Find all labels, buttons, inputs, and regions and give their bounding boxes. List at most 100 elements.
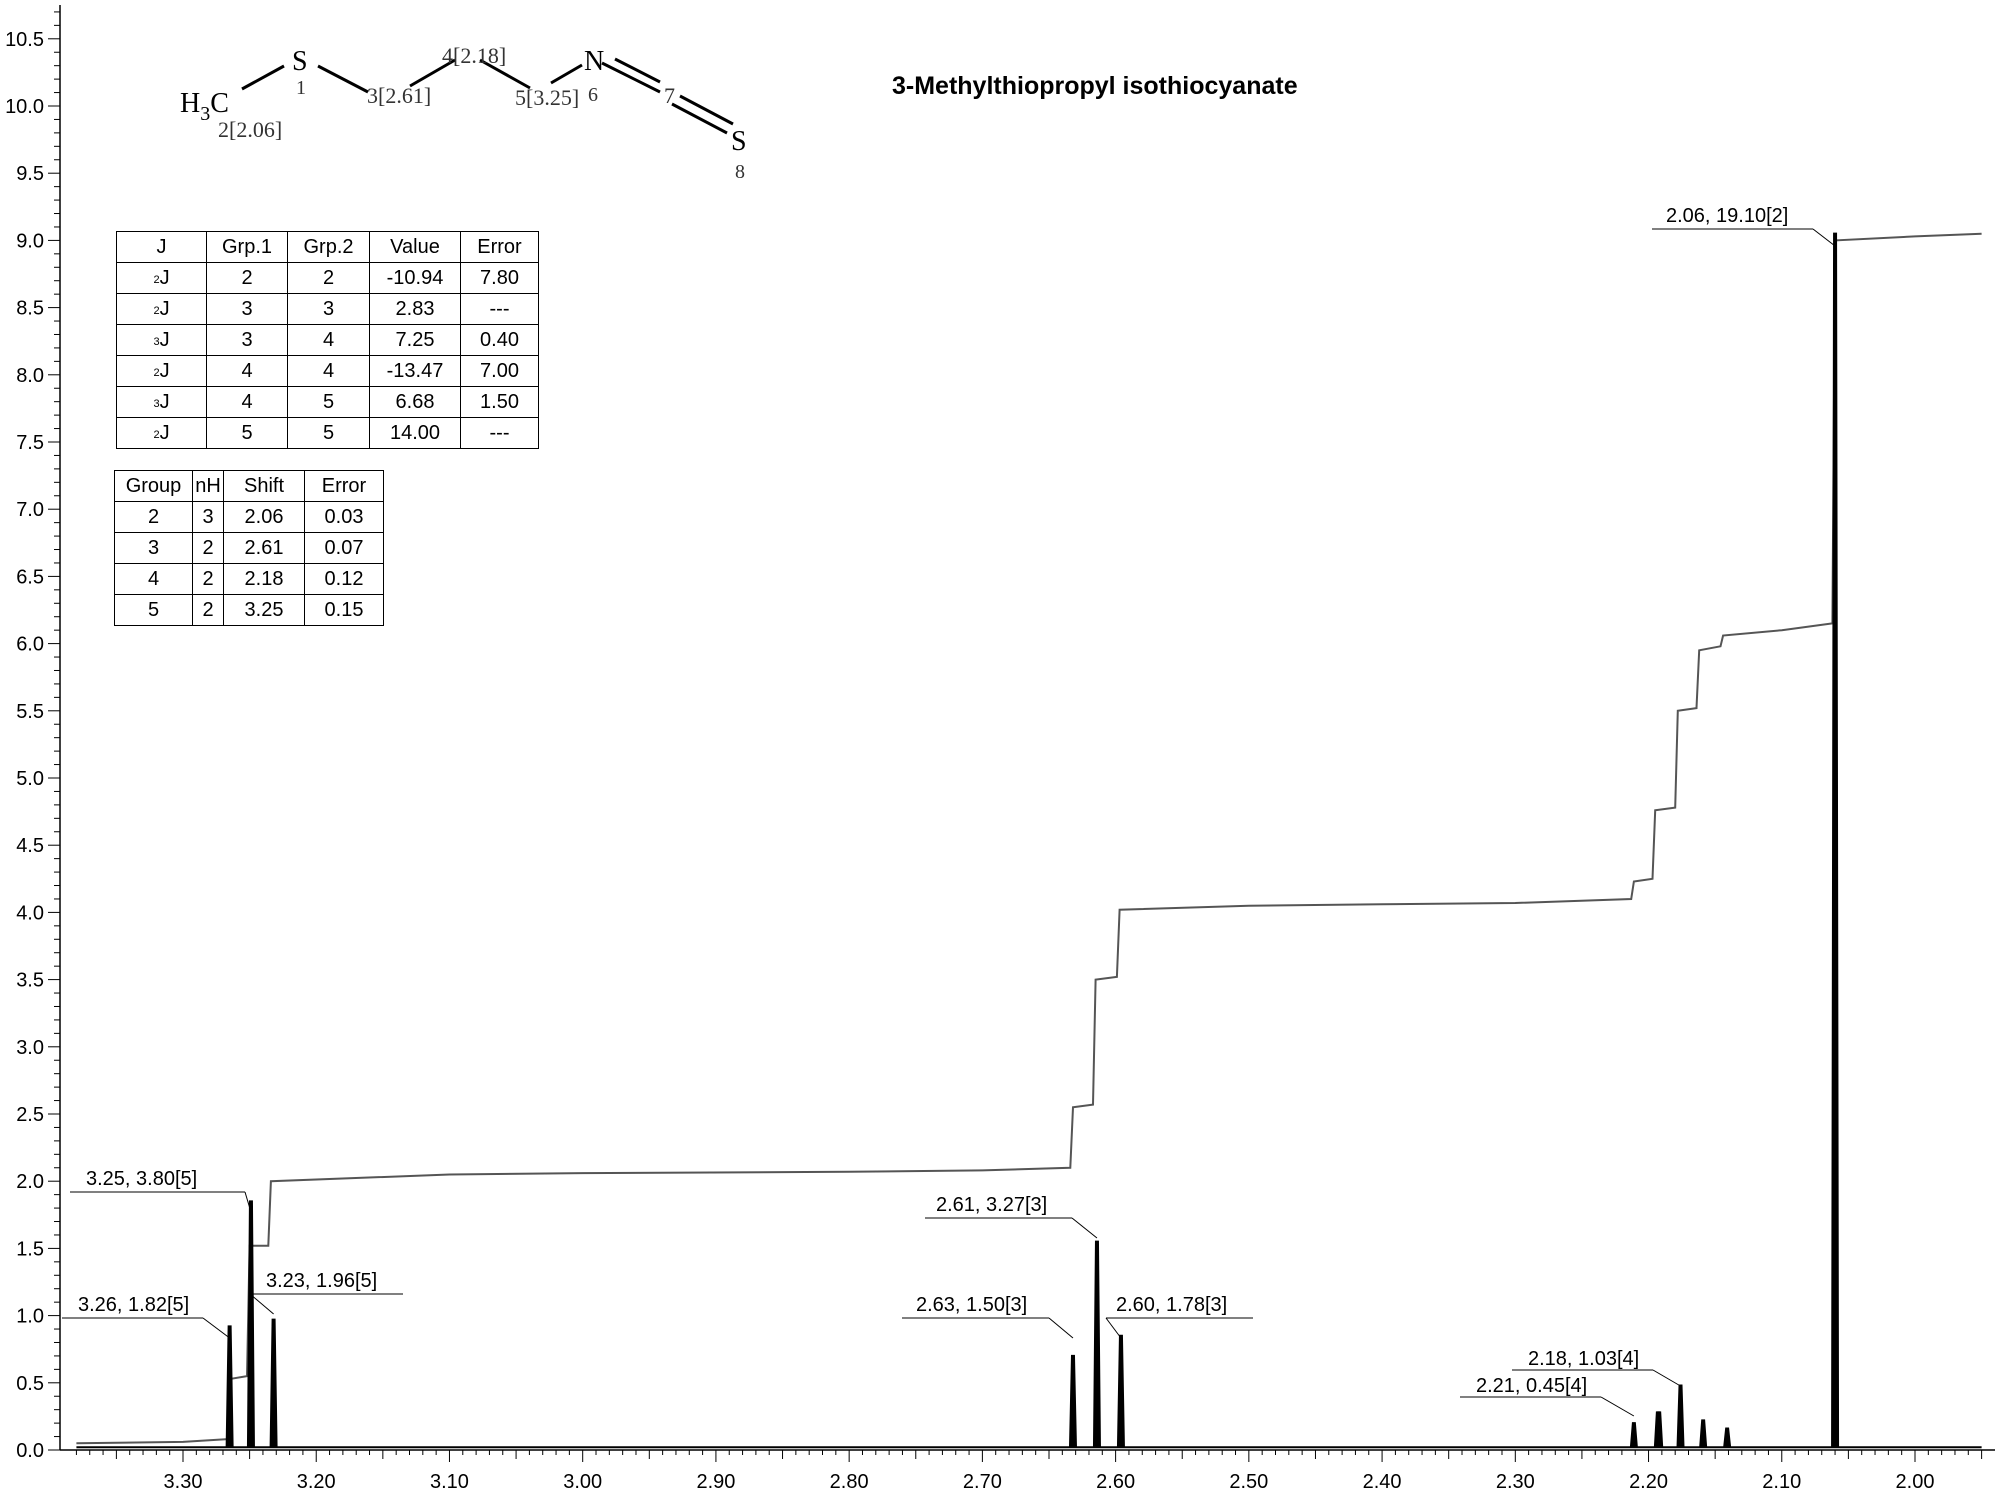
- table-cell: 0.12: [304, 563, 384, 595]
- table-row: 2J 5 5 14.00 ---: [116, 417, 539, 449]
- x-tick-label: 2.60: [1096, 1471, 1135, 1493]
- table-cell: 2: [192, 594, 224, 626]
- table-cell: -10.94: [369, 262, 461, 294]
- table-cell: 4: [206, 355, 288, 387]
- table-cell: 4: [287, 324, 370, 356]
- annotation-label: 2.06, 19.10[2]: [1666, 205, 1788, 227]
- annotation-leader: [1071, 1217, 1098, 1239]
- annotation-layer: 3.25, 3.80[5] 3.26, 1.82[5] 3.23, 1.96[5] 2…: [62, 205, 1836, 1417]
- table-cell: 7.25: [369, 324, 461, 356]
- table-cell: 6.68: [369, 386, 461, 418]
- y-tick-label: 7.5: [16, 432, 44, 454]
- table-cell: 2J: [116, 417, 207, 449]
- table-cell: 3: [192, 501, 224, 533]
- annotation-leader: [1048, 1317, 1074, 1339]
- table-cell: 3: [114, 532, 193, 564]
- table-row: 2J 3 3 2.83 ---: [116, 293, 539, 325]
- annotation-leader: [1812, 228, 1836, 247]
- y-tick-label: 2.5: [16, 1104, 44, 1126]
- table-cell: 2.61: [223, 532, 305, 564]
- table-row: 4 2 2.18 0.12: [114, 563, 384, 595]
- table-cell: ---: [460, 417, 539, 449]
- spectrum-peak: [1092, 1240, 1101, 1448]
- table-cell: 3: [206, 324, 288, 356]
- table-row: 3J 4 5 6.68 1.50: [116, 386, 539, 418]
- spectrum-peak: [1723, 1427, 1732, 1448]
- spectrum-peak: [1831, 232, 1840, 1448]
- y-tick-label: 0.0: [16, 1440, 44, 1462]
- annotation-label: 3.23, 1.96[5]: [266, 1270, 377, 1292]
- atom-c4-label: 4[2.18]: [442, 43, 506, 68]
- column-header: Shift: [223, 470, 305, 502]
- bond-c3-c4: [409, 58, 456, 88]
- table-cell: 5: [114, 594, 193, 626]
- bond-c7-s8-double: [679, 94, 734, 126]
- y-tick-label: 4.5: [16, 835, 44, 857]
- chemical-shift-table: Group nH Shift Error 2 3 2.06 0.03 3 2 2…: [114, 470, 384, 626]
- table-cell: 2: [206, 262, 288, 294]
- y-tick-label: 8.5: [16, 298, 44, 320]
- table-cell: 3.25: [223, 594, 305, 626]
- table-cell: 3J: [116, 324, 207, 356]
- axes-layer: 0.0 0.5 1.0 1.5 2.0 2.5 3.0 3.5 4.0 4.5 5.0 5.5 6.0 6…: [5, 5, 1995, 1493]
- annotation-leader: [1652, 1369, 1681, 1387]
- annotation-label: 2.63, 1.50[3]: [916, 1294, 1027, 1316]
- annotation-leader: [1600, 1396, 1635, 1417]
- table-cell: 2: [114, 501, 193, 533]
- annotation-label: 2.60, 1.78[3]: [1116, 1294, 1227, 1316]
- atom-c5-label: 5[3.25]: [515, 85, 579, 110]
- column-header: Grp.2: [287, 231, 370, 263]
- spectrum-peak: [1655, 1411, 1664, 1448]
- y-tick-label: 5.0: [16, 768, 44, 790]
- bond-n6-c7: [601, 61, 661, 94]
- column-header: Value: [369, 231, 461, 263]
- y-tick-label: 0.5: [16, 1373, 44, 1395]
- table-cell: 3J: [116, 386, 207, 418]
- table-cell: 0.40: [460, 324, 539, 356]
- table-row: 5 2 3.25 0.15: [114, 594, 384, 626]
- annotation-label: 3.25, 3.80[5]: [86, 1168, 197, 1190]
- y-tick-label: 3.0: [16, 1037, 44, 1059]
- x-tick-label: 3.00: [563, 1471, 602, 1493]
- y-tick-label: 7.0: [16, 499, 44, 521]
- table-cell: 2.18: [223, 563, 305, 595]
- table-cell: 2J: [116, 355, 207, 387]
- atom-s1: S: [292, 46, 308, 77]
- annotation-label: 2.61, 3.27[3]: [936, 1194, 1047, 1216]
- column-header: Error: [304, 470, 384, 502]
- coupling-constants-table: J Grp.1 Grp.2 Value Error 2J 2 2 -10.94 …: [116, 231, 539, 449]
- y-tick-label: 1.5: [16, 1238, 44, 1260]
- table-cell: 4: [287, 355, 370, 387]
- annotation-label: 3.26, 1.82[5]: [78, 1294, 189, 1316]
- column-header: Group: [114, 470, 193, 502]
- y-tick-label: 1.0: [16, 1306, 44, 1328]
- y-tick-label: 10.0: [5, 96, 44, 118]
- annotation-leader: [1105, 1317, 1122, 1339]
- table-cell: 2J: [116, 262, 207, 294]
- y-tick-label: 4.0: [16, 902, 44, 924]
- x-tick-label: 2.40: [1363, 1471, 1402, 1493]
- table-row: 3 2 2.61 0.07: [114, 532, 384, 564]
- atom-c2-label: 2[2.06]: [218, 117, 282, 142]
- peak-layer: [76, 232, 1982, 1449]
- x-tick-label: 2.30: [1496, 1471, 1535, 1493]
- table-cell: 1.50: [460, 386, 539, 418]
- bond-c5-n6: [550, 63, 583, 85]
- column-header: Error: [460, 231, 539, 263]
- table-cell: 5: [287, 417, 370, 449]
- table-cell: 7.80: [460, 262, 539, 294]
- molecule-structure: H3C 2[2.06] S 1 3[2.61] 4[2.18] 5[3.25] …: [180, 43, 747, 183]
- bond-c7-s8: [671, 102, 728, 135]
- table-row: 2 3 2.06 0.03: [114, 501, 384, 533]
- spectrum-peak: [1629, 1422, 1638, 1448]
- table-cell: 7.00: [460, 355, 539, 387]
- table-cell: 0.15: [304, 594, 384, 626]
- table-cell: ---: [460, 293, 539, 325]
- x-tick-label: 3.30: [164, 1471, 203, 1493]
- x-tick-label: 2.90: [696, 1471, 735, 1493]
- y-tick-label: 3.5: [16, 970, 44, 992]
- atom-s8-label: 8: [735, 161, 745, 183]
- table-cell: 2J: [116, 293, 207, 325]
- table-header-row: J Grp.1 Grp.2 Value Error: [116, 231, 539, 263]
- y-tick-label: 8.0: [16, 365, 44, 387]
